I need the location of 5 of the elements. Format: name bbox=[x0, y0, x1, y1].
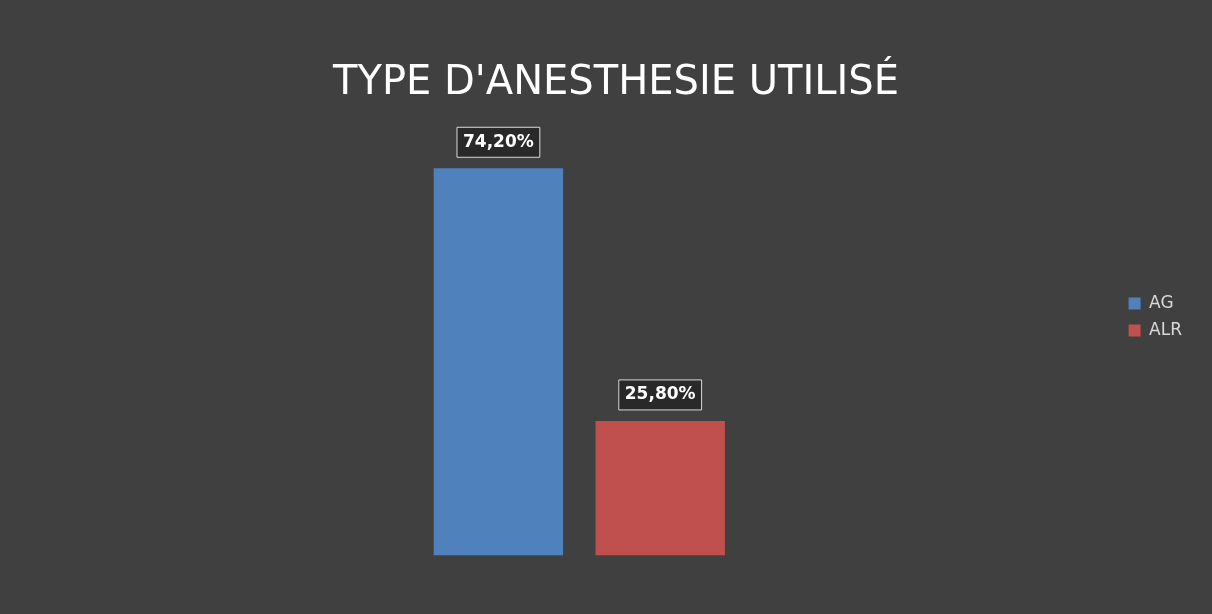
chart-title: TYPE D'ANESTHESIE UTILISÉ bbox=[332, 56, 899, 104]
data-label: 74,20% bbox=[462, 130, 534, 151]
legend-label: ALR bbox=[1149, 318, 1183, 339]
data-label: 25,80% bbox=[624, 383, 696, 404]
legend-label: AG bbox=[1149, 291, 1174, 312]
